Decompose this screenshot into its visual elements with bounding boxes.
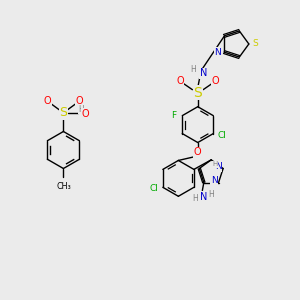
Text: CH₃: CH₃ bbox=[56, 182, 71, 191]
Text: O: O bbox=[81, 109, 89, 118]
Text: H: H bbox=[212, 161, 218, 167]
Text: H: H bbox=[193, 194, 198, 203]
Text: O: O bbox=[75, 96, 83, 106]
Text: O: O bbox=[44, 96, 51, 106]
Text: H: H bbox=[190, 65, 196, 74]
Text: N: N bbox=[200, 192, 207, 202]
Text: Cl: Cl bbox=[218, 130, 226, 140]
Text: O: O bbox=[176, 76, 184, 86]
Text: S: S bbox=[59, 106, 68, 119]
Text: N: N bbox=[215, 162, 222, 171]
Text: H: H bbox=[208, 190, 214, 199]
Text: Cl: Cl bbox=[149, 184, 158, 193]
Text: O: O bbox=[212, 76, 220, 86]
Text: N: N bbox=[211, 176, 218, 185]
Text: S: S bbox=[253, 40, 259, 49]
Text: N: N bbox=[200, 68, 207, 78]
Text: S: S bbox=[194, 86, 202, 100]
Text: N: N bbox=[214, 48, 221, 57]
Text: H: H bbox=[78, 105, 84, 114]
Text: F: F bbox=[171, 111, 176, 120]
Text: O: O bbox=[194, 147, 202, 158]
